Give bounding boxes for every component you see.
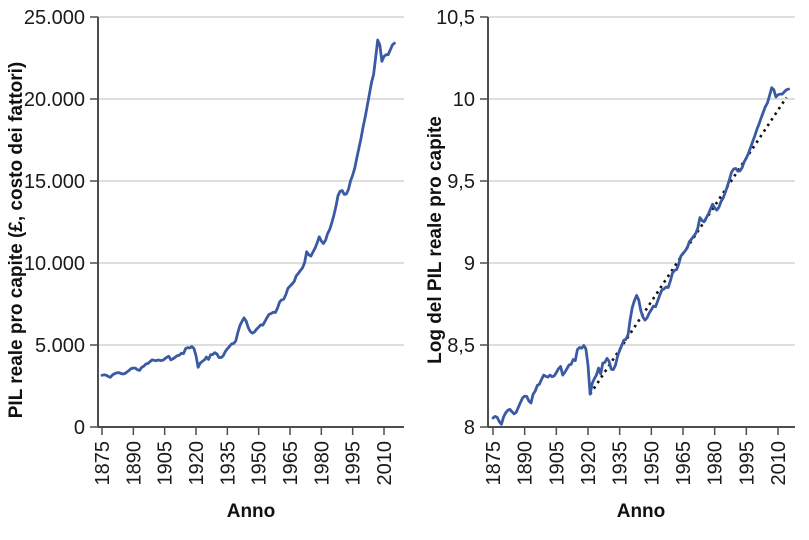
y-tick-label: 9 — [464, 253, 475, 275]
x-tick-label: 1890 — [515, 441, 537, 486]
panel-levels: PIL reale pro capite (£, costo dei fatto… — [6, 7, 404, 522]
y-tick-label: 25.000 — [24, 7, 85, 29]
x-tick-label: 1965 — [673, 441, 695, 486]
x-tick-label: 1980 — [705, 441, 727, 486]
x-tick-label: 1905 — [546, 441, 568, 486]
x-tick-label: 2010 — [374, 441, 396, 486]
x-tick-label: 1920 — [578, 441, 600, 486]
x-tick-label: 2010 — [768, 441, 790, 486]
x-tick-label: 1905 — [155, 441, 177, 486]
y-tick-label: 9,5 — [447, 171, 475, 193]
y-tick-label: 8 — [464, 417, 475, 439]
left-y-axis-title: PIL reale pro capite (£, costo dei fatto… — [6, 62, 27, 419]
y-tick-label: 10,5 — [436, 7, 475, 29]
y-tick-label: 15.000 — [24, 171, 85, 193]
right-y-axis-title: Log del PIL reale pro capite — [425, 116, 446, 364]
left-x-axis-title: Anno — [227, 501, 276, 522]
gdp-series-line — [491, 86, 790, 426]
x-tick-label: 1950 — [641, 441, 663, 486]
y-tick-label: 20.000 — [24, 89, 85, 111]
panel-log: Log del PIL reale pro capite Anno 8 8,5 9 9… — [425, 7, 795, 522]
x-tick-label: 1890 — [123, 441, 145, 486]
y-tick-label: 0 — [74, 417, 85, 439]
x-tick-label: 1995 — [343, 441, 365, 486]
right-x-axis-title: Anno — [617, 501, 666, 522]
trend-line — [589, 96, 788, 395]
y-tick-label: 5.000 — [35, 335, 85, 357]
x-tick-label: 1965 — [280, 441, 302, 486]
x-tick-label: 1995 — [736, 441, 758, 486]
x-tick-label: 1935 — [610, 441, 632, 486]
x-tick-label: 1950 — [249, 441, 271, 486]
x-tick-label: 1875 — [483, 441, 505, 486]
gdp-series-line — [100, 38, 396, 379]
x-tick-label: 1875 — [92, 441, 114, 486]
y-tick-label: 10.000 — [24, 253, 85, 275]
x-tick-label: 1935 — [217, 441, 239, 486]
x-tick-label: 1980 — [311, 441, 333, 486]
x-tick-label: 1920 — [186, 441, 208, 486]
y-tick-label: 10 — [453, 89, 475, 111]
y-tick-label: 8,5 — [447, 335, 475, 357]
